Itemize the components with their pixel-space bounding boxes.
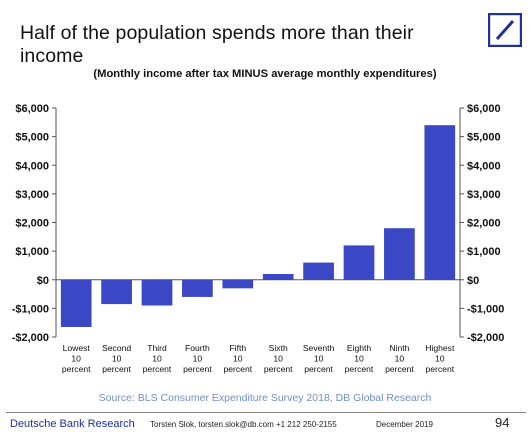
y-tick-label-right: $5,000 <box>467 132 501 144</box>
bar <box>384 228 415 280</box>
y-tick-label-right: -$1,000 <box>467 303 504 315</box>
y-tick-label-left: $5,000 <box>15 132 49 144</box>
bar <box>141 279 173 306</box>
footer-brand: Deutsche Bank Research <box>10 418 135 430</box>
y-tick-label-right: $4,000 <box>467 160 501 172</box>
bar <box>424 125 456 280</box>
x-category-label: Sixth 10 percent <box>264 343 293 374</box>
bar <box>262 274 294 280</box>
bar <box>101 279 132 305</box>
source-note: Source: BLS Consumer Expenditure Survey … <box>98 392 432 404</box>
deutsche-bank-logo-icon <box>488 13 522 47</box>
y-tick-label-right: $3,000 <box>467 189 501 201</box>
chart-subtitle: (Monthly income after tax MINUS average … <box>93 68 437 80</box>
chart-title: Half of the population spends more than … <box>20 22 414 67</box>
y-tick-label-left: $0 <box>37 275 49 287</box>
y-tick-label-left: -$1,000 <box>12 303 49 315</box>
y-tick-label-left: -$2,000 <box>12 332 49 344</box>
x-category-label: Fifth 10 percent <box>223 343 252 374</box>
y-tick-label-right: $1,000 <box>467 246 501 258</box>
bar <box>343 245 375 280</box>
x-category-label: Ninth 10 percent <box>385 343 414 374</box>
bar <box>60 279 92 327</box>
y-tick-label-left: $2,000 <box>15 218 49 230</box>
y-tick-label-left: $4,000 <box>15 160 49 172</box>
footer-author: Torsten Slok, torsten.slok@db.com +1 212… <box>150 420 337 429</box>
y-tick-label-right: $0 <box>467 275 479 287</box>
x-category-label: Lowest 10 percent <box>62 343 91 374</box>
y-tick-label-left: $1,000 <box>15 246 49 258</box>
page-number: 94 <box>495 415 510 430</box>
bar <box>222 279 254 289</box>
x-category-label: Eighth 10 percent <box>345 343 374 374</box>
footer-divider <box>6 412 526 413</box>
bar <box>182 279 213 297</box>
x-category-label: Third 10 percent <box>143 343 172 374</box>
y-tick-label-right: -$2,000 <box>467 332 504 344</box>
footer-date: December 2019 <box>376 420 433 429</box>
x-category-label: Seventh 10 percent <box>303 343 335 374</box>
x-category-label: Second 10 percent <box>102 343 132 374</box>
y-tick-label-left: $6,000 <box>15 103 49 115</box>
bar-chart: -$2,000 -$2,000 -$1,000 -$1,000 $0 $0 $1,000 $1… <box>12 103 505 374</box>
bar <box>303 262 334 280</box>
x-category-label: Fourth 10 percent <box>183 343 212 374</box>
y-tick-label-left: $3,000 <box>15 189 49 201</box>
y-tick-label-right: $2,000 <box>467 218 501 230</box>
x-category-label: Highest 10 percent <box>425 343 455 374</box>
y-tick-label-right: $6,000 <box>467 103 501 115</box>
